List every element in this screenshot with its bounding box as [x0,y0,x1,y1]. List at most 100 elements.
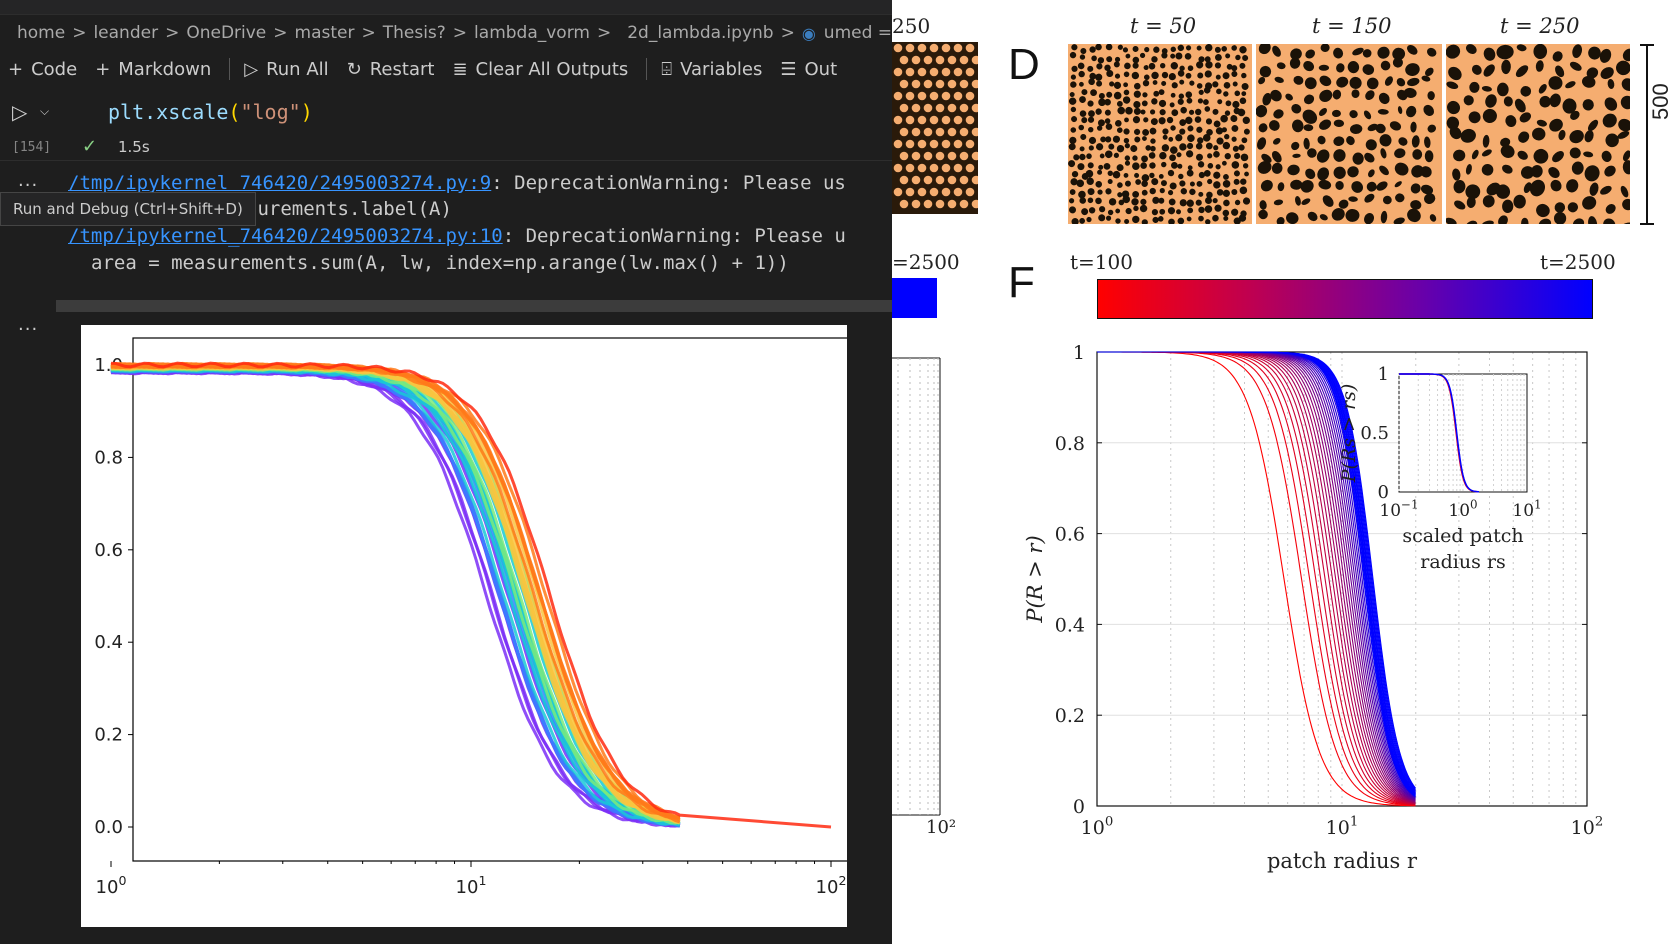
pattern-spot [1187,165,1193,171]
output-more-icon[interactable]: ... [18,170,39,191]
pattern-spot [1569,129,1584,144]
code-line[interactable]: plt.xscale("log") [108,100,313,124]
breadcrumb-separator: > [165,23,180,43]
breadcrumb-item[interactable]: master [294,23,355,43]
pattern-spot [1349,76,1362,89]
pattern-spot [1203,169,1211,177]
pattern-spot [1131,71,1140,80]
chevron-down-icon[interactable]: ⌵ [40,104,50,118]
pattern-spot [1179,79,1185,85]
pattern-spot [953,139,963,149]
pattern-spot [941,91,951,101]
pattern-spot [1352,47,1364,56]
pattern-spot [1333,149,1346,162]
pattern-spot [1123,71,1130,78]
pattern-spot [1159,109,1166,116]
pattern-spot [1235,54,1241,61]
breadcrumb-item-symbol[interactable]: umed = r [823,23,892,43]
pattern-spot [1069,92,1075,98]
pattern-spot [1150,145,1156,152]
pattern-spot [935,103,945,113]
cell-separator [0,160,892,161]
pattern-spot [1447,100,1461,115]
pattern-spot [935,79,945,89]
breadcrumb-item[interactable]: lambda_vorm [474,23,590,43]
pattern-spot [1152,216,1159,224]
pattern-spot [1179,143,1187,151]
pattern-spot [1202,99,1209,105]
pattern-spot [1212,108,1219,115]
pattern-spot [1351,181,1364,193]
breadcrumb-item[interactable]: home [17,23,66,43]
pattern-spot [1570,110,1580,121]
pattern-spot [1198,171,1205,179]
pattern-spot [1352,152,1364,165]
add-code-button[interactable]: + Code [8,59,77,80]
pattern-spot [1162,128,1169,135]
breadcrumb-item[interactable]: leander [93,23,159,43]
output-more-icon[interactable]: ... [18,314,39,335]
pattern-spot [1070,81,1077,88]
pattern-spot [1176,152,1182,158]
restart-button[interactable]: ↻ Restart [347,59,435,80]
inset-x-label: scaled patch [1402,525,1523,547]
panel-letter-d: D [1008,40,1040,89]
pattern-spot [1222,141,1231,150]
pattern-spot [1317,135,1326,145]
pattern-spot [1177,44,1185,52]
x-tick-label: 101 [456,873,487,898]
add-markdown-button[interactable]: + Markdown [95,59,211,80]
output-scrollbar[interactable] [56,300,892,312]
pattern-spot [1291,103,1302,114]
pattern-spot [1099,206,1106,213]
pattern-spot [1148,62,1156,70]
pattern-spot [1096,63,1103,70]
pattern-spot [1095,73,1103,81]
pattern-spot [1481,149,1492,157]
pattern-spot [1293,75,1304,85]
pattern-spot [1195,199,1202,206]
pattern-spot [1603,218,1616,224]
traceback-link[interactable]: /tmp/ipykernel_746420/2495003274.py:10 [68,225,503,247]
breadcrumb-item[interactable]: OneDrive [186,23,267,43]
pattern-spot [1198,89,1204,95]
pattern-spot [1607,79,1615,89]
inset-x-tick-label: 10−1 [1379,497,1418,521]
pattern-spot [1142,79,1150,87]
clear-outputs-button[interactable]: ≣ Clear All Outputs [452,59,628,80]
y-axis-label: P(R > r) [1023,535,1047,623]
pattern-spot [1420,184,1434,195]
pattern-spot [1222,189,1230,197]
pattern-spot [1117,106,1126,115]
pattern-spot [1205,61,1213,69]
pattern-spot [1333,119,1345,127]
pattern-spot [965,187,975,197]
series-line [110,361,680,819]
outline-button[interactable]: ☰ Out [780,59,837,80]
pattern-spot [941,67,951,77]
pattern-spot [1222,209,1230,217]
pattern-spot [1379,134,1392,147]
pattern-spot [1123,82,1129,88]
pattern-spot [1168,198,1176,206]
pattern-spot [1376,181,1388,191]
pattern-spot [1213,171,1221,179]
run-cell-icon[interactable]: ▷ [12,100,28,124]
pattern-spot [1113,61,1120,68]
pattern-spot [1584,165,1600,182]
pattern-spot [1197,72,1204,79]
pattern-spot [1516,44,1527,52]
traceback-link[interactable]: /tmp/ipykernel_746420/2495003274.py:9 [68,172,492,194]
run-all-button[interactable]: ▷ Run All [244,59,328,80]
y-tick-label: 0.4 [1055,614,1085,636]
matplotlib-output: 1.0 0.8 0.6 0.4 0.2 0.0 100 101 102 [81,325,854,927]
breadcrumb-item-file[interactable]: 2d_lambda.ipynb [627,23,774,43]
pattern-spot [1104,64,1111,71]
variables-button[interactable]: ⌹ Variables [661,59,762,80]
breadcrumb-item[interactable]: Thesis? [382,23,446,43]
pattern-spot [1362,64,1375,75]
pattern-spot [1482,134,1490,148]
pattern-spot [1567,202,1579,213]
pattern-spot [893,139,903,149]
pattern-spot [899,79,909,89]
